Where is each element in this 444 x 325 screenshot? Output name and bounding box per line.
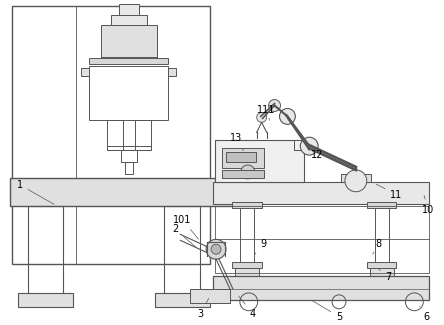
FancyBboxPatch shape [168,68,176,76]
Text: 13: 13 [230,133,243,151]
FancyBboxPatch shape [89,58,168,64]
Text: 4: 4 [238,296,256,319]
FancyBboxPatch shape [222,148,264,168]
FancyBboxPatch shape [232,202,262,208]
Text: 2: 2 [172,225,196,247]
Text: 3: 3 [197,298,209,319]
Text: 101: 101 [173,214,198,239]
FancyBboxPatch shape [111,15,147,25]
Circle shape [241,165,255,179]
FancyBboxPatch shape [10,178,248,206]
Circle shape [257,112,266,122]
FancyBboxPatch shape [155,293,210,307]
FancyBboxPatch shape [370,268,393,276]
FancyBboxPatch shape [235,268,259,276]
FancyBboxPatch shape [232,262,262,268]
FancyBboxPatch shape [190,289,230,303]
FancyBboxPatch shape [367,262,396,268]
Circle shape [211,244,221,254]
FancyBboxPatch shape [101,25,157,57]
Text: 11: 11 [376,184,403,200]
FancyBboxPatch shape [213,276,429,300]
Text: 6: 6 [420,306,429,322]
Text: 1: 1 [17,180,54,204]
Circle shape [269,99,281,111]
FancyBboxPatch shape [226,152,256,162]
FancyBboxPatch shape [341,174,371,182]
FancyBboxPatch shape [119,4,139,16]
Circle shape [206,239,226,259]
Circle shape [345,170,367,192]
FancyBboxPatch shape [294,140,308,150]
Text: 9: 9 [255,239,267,254]
FancyBboxPatch shape [213,182,429,204]
FancyBboxPatch shape [222,170,264,178]
Circle shape [300,137,318,155]
FancyBboxPatch shape [367,202,396,208]
FancyBboxPatch shape [18,293,73,307]
FancyBboxPatch shape [215,140,304,182]
Text: 12: 12 [311,150,323,160]
Circle shape [280,109,295,124]
Text: 111: 111 [258,105,276,120]
Text: 10: 10 [422,195,434,214]
Text: 5: 5 [312,300,342,322]
Text: 7: 7 [379,269,392,282]
Text: 8: 8 [373,239,382,254]
FancyBboxPatch shape [81,68,89,76]
